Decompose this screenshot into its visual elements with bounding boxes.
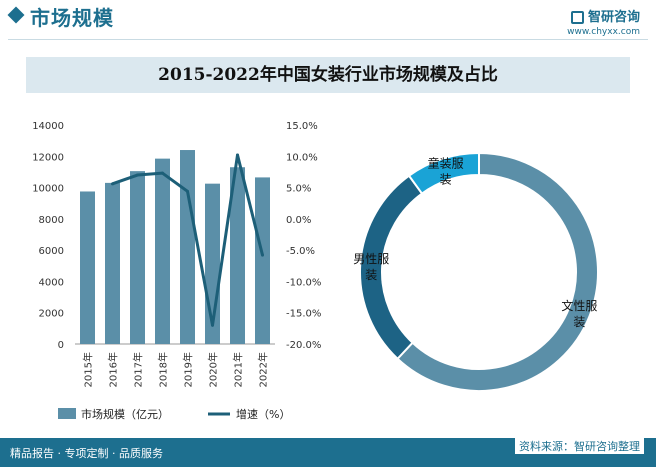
growth-point [261,253,264,257]
growth-point [161,171,164,175]
bar [155,158,170,344]
left-tick-label: 0 [58,340,64,351]
right-tick-label: 15.0% [286,121,318,132]
right-tick-label: 5.0% [286,184,311,195]
x-tick-label: 2020年 [207,352,220,387]
header-divider [8,39,648,40]
legend-bar-swatch [58,408,76,419]
right-tick-label: 10.0% [286,152,318,163]
footer-tagline: 精品报告 · 专项定制 · 品质服务 [10,447,163,460]
left-tick-label: 14000 [32,121,64,132]
growth-point [211,323,214,327]
brand-logo-icon [570,11,584,24]
left-tick-label: 4000 [39,277,64,288]
brand: 智研咨询 [570,6,640,25]
bar [105,182,120,344]
left-tick-label: 10000 [32,184,64,195]
bar [180,150,195,344]
growth-point [136,173,139,177]
bar [230,167,245,344]
growth-point [186,189,189,193]
chart-title-bar [26,57,630,93]
bar [130,171,145,344]
page-title: 市场规模 [30,6,114,30]
left-tick-label: 8000 [39,215,64,226]
left-tick-label: 12000 [32,152,64,163]
donut-label: 童装服装 [428,155,464,186]
legend-line-label: 增速（%） [236,407,290,421]
x-tick-label: 2019年 [182,352,195,387]
source-note: 资料来源：智研咨询整理 [515,438,644,454]
brand-url: www.chyxx.com [567,27,640,37]
x-tick-label: 2021年 [232,352,245,387]
right-tick-label: -20.0% [286,340,321,351]
brand-name: 智研咨询 [587,10,640,25]
x-tick-label: 2022年 [257,352,270,387]
x-tick-label: 2015年 [82,352,95,387]
donut-label: 文性服装 [561,298,597,329]
x-tick-label: 2018年 [157,352,170,387]
left-tick-label: 2000 [39,309,64,320]
bar [255,177,270,344]
donut-slice [407,151,480,195]
right-tick-label: -5.0% [286,246,315,257]
x-tick-label: 2016年 [107,352,120,387]
growth-point [111,182,114,186]
right-tick-label: 0.0% [286,215,311,226]
left-tick-label: 6000 [39,246,64,257]
growth-point [236,153,239,157]
x-tick-label: 2017年 [132,352,145,387]
bar [80,191,95,344]
right-tick-label: -10.0% [286,277,321,288]
donut-label: 男性服装 [353,252,389,282]
legend-bar-label: 市场规模（亿元） [81,407,169,421]
right-tick-label: -15.0% [286,309,321,320]
chart-title: 2015-2022年中国女装行业市场规模及占比 [158,65,498,85]
